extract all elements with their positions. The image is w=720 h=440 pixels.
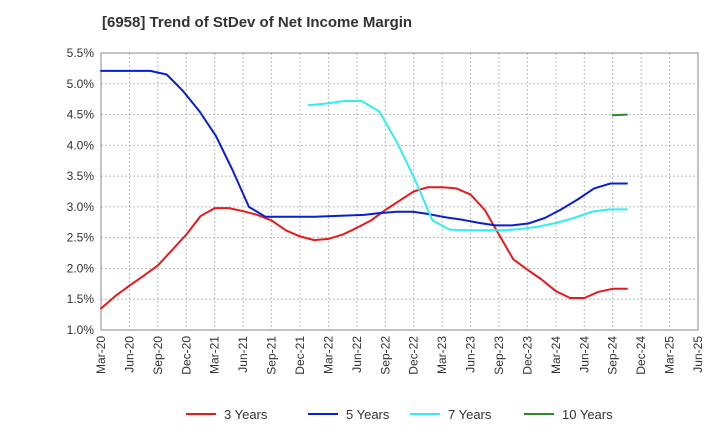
x-tick-label: Mar-23 <box>435 336 449 374</box>
x-tick-label: Jun-25 <box>691 336 705 373</box>
x-tick-label: Dec-20 <box>179 336 193 375</box>
x-tick-label: Mar-21 <box>208 336 222 374</box>
series-line-10-years <box>611 113 628 117</box>
y-tick-label: 4.0% <box>67 138 95 152</box>
series-line-3-years <box>100 186 628 310</box>
chart-title: [6958] Trend of StDev of Net Income Marg… <box>102 14 413 31</box>
series-line-5-years <box>100 69 628 227</box>
plot-area-border <box>100 52 699 331</box>
y-tick-label: 3.5% <box>67 169 95 183</box>
legend-label: 3 Years <box>224 407 268 422</box>
x-tick-label: Mar-22 <box>321 336 335 374</box>
legend-label: 10 Years <box>562 407 613 422</box>
x-tick-label: Mar-24 <box>549 336 563 374</box>
legend-label: 7 Years <box>448 407 492 422</box>
y-tick-label: 1.0% <box>67 323 95 337</box>
y-tick-label: 1.5% <box>67 292 95 306</box>
x-tick-label: Jun-24 <box>577 336 591 373</box>
x-tick-label: Jun-20 <box>122 336 136 373</box>
x-tick-label: Jun-22 <box>350 336 364 373</box>
x-tick-label: Sep-21 <box>265 336 279 375</box>
y-tick-label: 3.0% <box>67 200 95 214</box>
y-tick-label: 5.0% <box>67 77 95 91</box>
y-tick-label: 2.0% <box>67 261 95 275</box>
x-tick-label: Sep-22 <box>378 336 392 375</box>
y-tick-label: 4.5% <box>67 108 95 122</box>
x-tick-label: Dec-21 <box>293 336 307 375</box>
x-tick-label: Mar-25 <box>663 336 677 374</box>
legend-label: 5 Years <box>346 407 390 422</box>
x-tick-label: Sep-20 <box>151 336 165 375</box>
x-tick-label: Sep-24 <box>606 336 620 375</box>
x-tick-label: Jun-23 <box>464 336 478 373</box>
y-tick-label: 5.5% <box>67 46 95 60</box>
y-tick-label: 2.5% <box>67 231 95 245</box>
x-tick-label: Dec-23 <box>520 336 534 375</box>
series-line-7-years <box>307 100 628 232</box>
x-tick-label: Dec-22 <box>407 336 421 375</box>
x-tick-label: Jun-21 <box>236 336 250 373</box>
x-tick-label: Mar-20 <box>94 336 108 374</box>
x-tick-label: Dec-24 <box>634 336 648 375</box>
x-tick-label: Sep-23 <box>492 336 506 375</box>
